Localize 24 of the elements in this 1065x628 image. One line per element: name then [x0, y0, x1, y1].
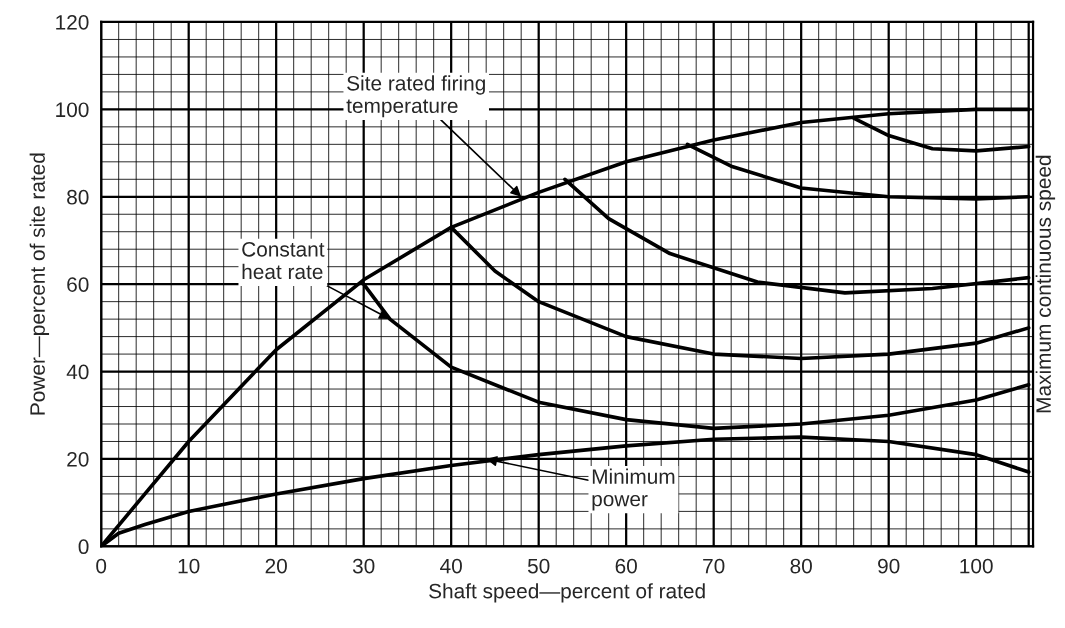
y-tick-label: 0 — [78, 539, 89, 555]
x-tick-label: 60 — [615, 558, 637, 574]
x-tick-label: 20 — [265, 558, 287, 574]
x-tick-label: 80 — [790, 558, 812, 574]
y-tick-label: 100 — [56, 102, 89, 118]
annotation: Minimum power — [592, 468, 675, 511]
y-tick-label: 120 — [56, 14, 89, 30]
y-axis-title: Power—percent of site rated — [29, 153, 50, 415]
x-tick-label: 40 — [440, 558, 462, 574]
x-tick-label: 70 — [703, 558, 725, 574]
x-tick-label: 30 — [352, 558, 375, 574]
x-tick-label: 10 — [178, 558, 200, 574]
x-tick-label: 100 — [960, 558, 993, 574]
annotation: Constant heat rate — [242, 241, 325, 280]
annotation: Site rated firing temperature — [346, 75, 485, 118]
ref-line-label: Maximum continuous speed — [1035, 155, 1056, 413]
x-axis-title: Shaft speed—percent of rated — [429, 583, 705, 603]
y-tick-label: 80 — [67, 189, 89, 205]
y-tick-label: 60 — [67, 277, 89, 292]
x-tick-label: 0 — [96, 558, 107, 574]
y-tick-label: 40 — [66, 364, 89, 380]
y-tick-label: 20 — [67, 451, 89, 467]
x-tick-label: 50 — [527, 558, 550, 574]
x-tick-label: 90 — [878, 558, 900, 574]
